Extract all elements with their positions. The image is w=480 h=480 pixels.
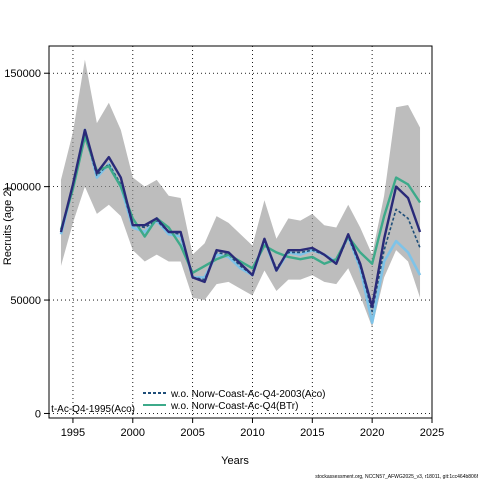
x-tick-label-2015: 2015	[300, 427, 324, 439]
x-tick-label-1995: 1995	[61, 427, 85, 439]
plot-frame	[48, 45, 433, 419]
y-tick-label-50000: 50000	[10, 295, 41, 307]
x-tick-label-2020: 2020	[360, 427, 384, 439]
x-tick-label-2005: 2005	[180, 427, 204, 439]
legend-label-2: w.o. Norw-Coast-Ac-Q4(BTr)	[170, 401, 298, 412]
y-axis-ticks: 0 50000 100000 150000	[4, 68, 49, 420]
series-line-2	[60, 133, 421, 313]
legend-label-1: w.o. Norw-Coast-Ac-Q4-2003(Aco)	[170, 389, 326, 400]
legend-label-0: t-Ac-Q4-1995(Aco)	[51, 404, 135, 415]
y-tick-label-100000: 100000	[4, 182, 41, 194]
x-axis-label: Years	[221, 455, 249, 467]
y-tick-label-150000: 150000	[4, 68, 41, 80]
series-lines	[59, 128, 422, 325]
legend: t-Ac-Q4-1995(Aco) w.o. Norw-Coast-Ac-Q4-2…	[51, 389, 325, 415]
x-tick-label-2010: 2010	[240, 427, 264, 439]
x-tick-label-2025: 2025	[420, 427, 444, 439]
x-axis-ticks: 1995 2000 2005 2010 2015 2020 2025	[61, 418, 444, 439]
series-line-3	[59, 135, 422, 275]
footer-credit: stockassessment.org, NCCN57_AFWG2025_v3,…	[315, 474, 478, 480]
series-line-0	[59, 128, 422, 309]
y-axis-label: Recruits (age 2)	[2, 187, 14, 265]
x-tick-label-2000: 2000	[121, 427, 145, 439]
y-tick-label-0: 0	[35, 408, 41, 420]
